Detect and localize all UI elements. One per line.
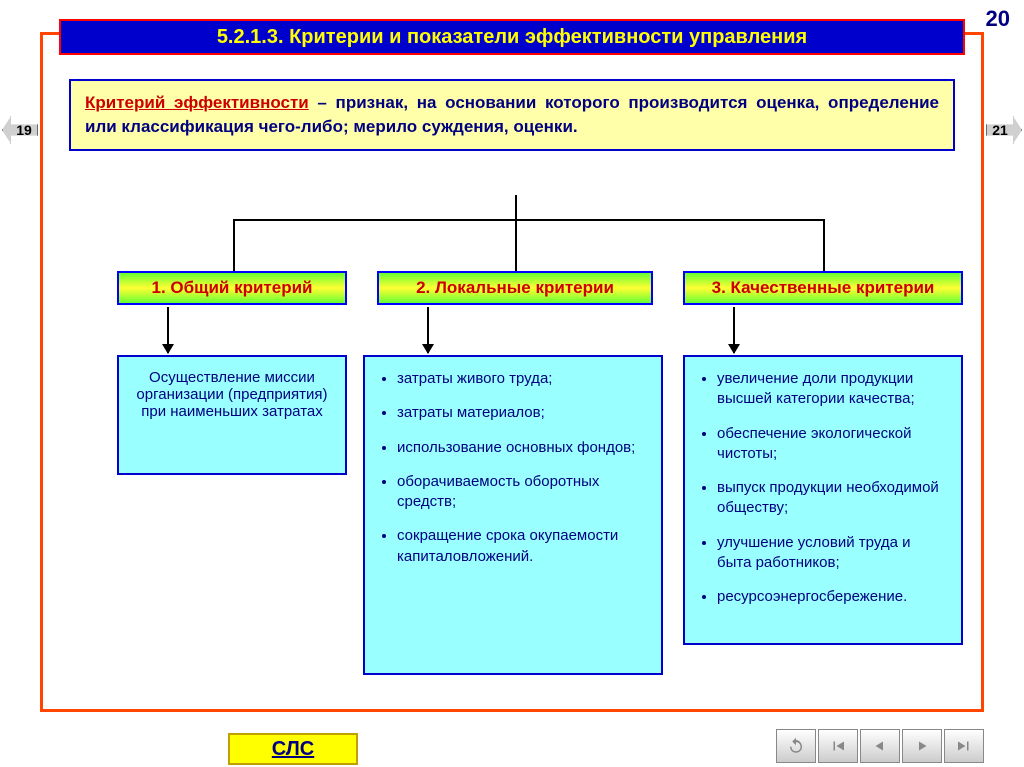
category-list-3: увеличение доли продукции высшей категор… xyxy=(699,369,947,607)
category-text-1: Осуществление миссии организации (предпр… xyxy=(133,369,331,420)
definition-term: Критерий эффективности xyxy=(85,93,309,112)
list-item: увеличение доли продукции высшей категор… xyxy=(717,369,947,410)
arrow-3 xyxy=(733,307,735,353)
category-header-3: 3. Качественные критерии xyxy=(683,271,963,305)
nav-prev-label: 19 xyxy=(16,122,32,138)
list-item: выпуск продукции необходимой обществу; xyxy=(717,478,947,519)
category-box-2: затраты живого труда; затраты материалов;… xyxy=(363,355,663,675)
category-header-1: 1. Общий критерий xyxy=(117,271,347,305)
media-controls xyxy=(776,729,984,763)
slide-frame: 5.2.1.3. Критерии и показатели эффективн… xyxy=(40,32,984,712)
prev-button[interactable] xyxy=(860,729,900,763)
list-item: ресурсоэнергосбережение. xyxy=(717,587,947,607)
list-item: обеспечение экологической чистоты; xyxy=(717,424,947,465)
list-item: улучшение условий труда и быта работнико… xyxy=(717,533,947,574)
list-item: сокращение срока окупаемости капиталовло… xyxy=(397,526,647,567)
arrow-1 xyxy=(167,307,169,353)
definition-box: Критерий эффективности – признак, на осн… xyxy=(69,79,955,151)
category-header-2: 2. Локальные критерии xyxy=(377,271,653,305)
nav-prev-arrow[interactable]: 19 xyxy=(2,116,38,144)
sls-button[interactable]: СЛС xyxy=(228,733,358,765)
page-number: 20 xyxy=(986,6,1010,32)
slide-title: 5.2.1.3. Критерии и показатели эффективн… xyxy=(59,19,965,55)
nav-next-label: 21 xyxy=(992,122,1008,138)
next-button[interactable] xyxy=(902,729,942,763)
category-box-3: увеличение доли продукции высшей категор… xyxy=(683,355,963,645)
category-list-2: затраты живого труда; затраты материалов;… xyxy=(379,369,647,567)
list-item: использование основных фондов; xyxy=(397,438,647,458)
category-box-1: Осуществление миссии организации (предпр… xyxy=(117,355,347,475)
nav-next-arrow[interactable]: 21 xyxy=(986,116,1022,144)
list-item: затраты материалов; xyxy=(397,403,647,423)
arrow-2 xyxy=(427,307,429,353)
return-button[interactable] xyxy=(776,729,816,763)
first-button[interactable] xyxy=(818,729,858,763)
list-item: затраты живого труда; xyxy=(397,369,647,389)
list-item: оборачиваемость оборотных средств; xyxy=(397,472,647,513)
last-button[interactable] xyxy=(944,729,984,763)
